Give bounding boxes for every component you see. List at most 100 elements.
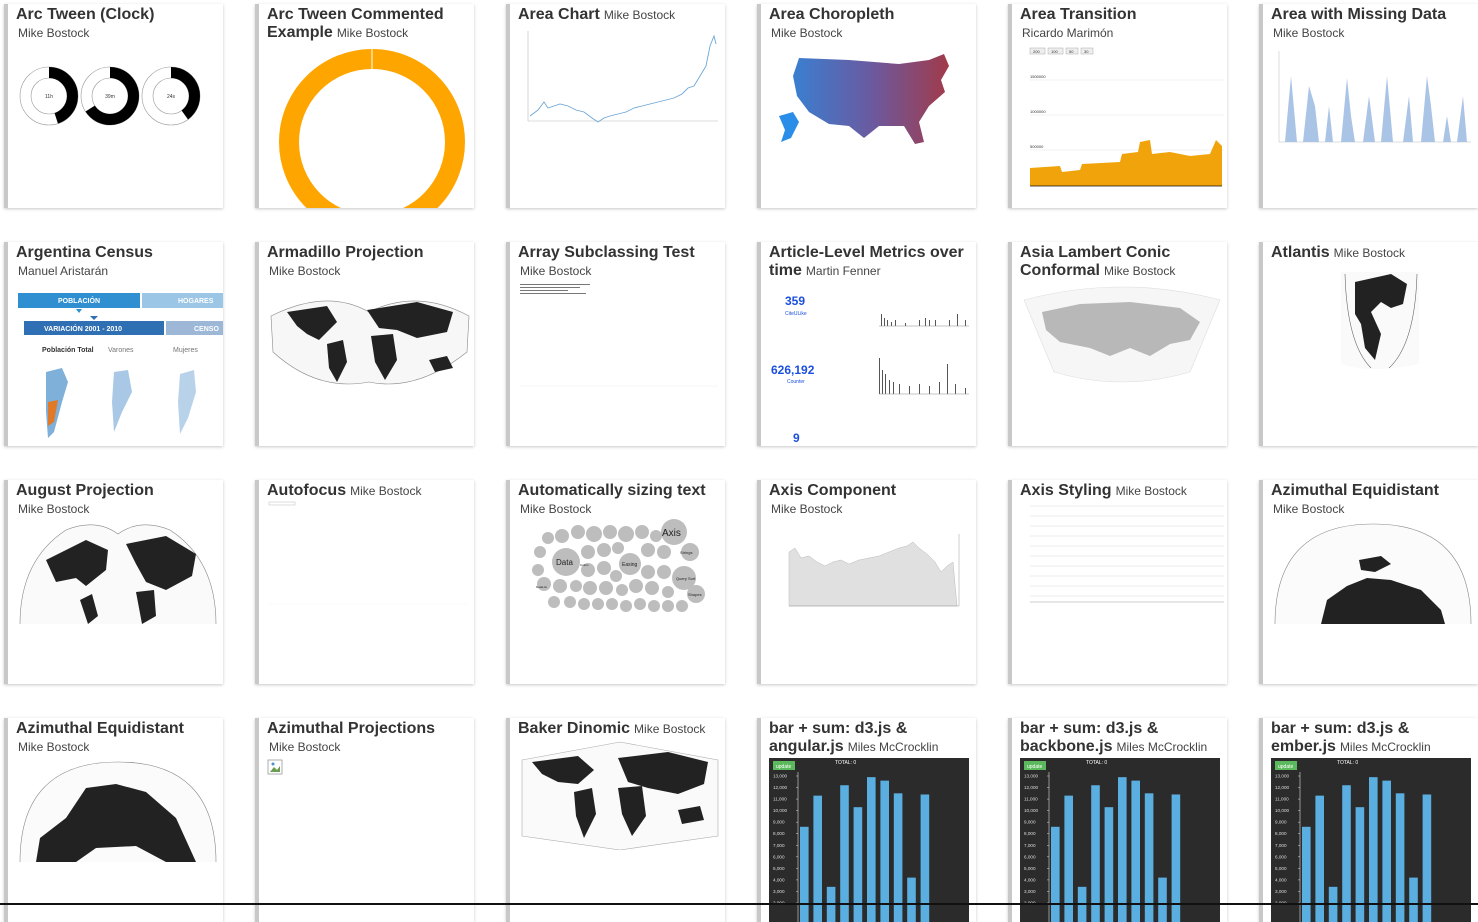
card-thumbnail[interactable]: 200 100 50 30 1500000 1000000 500000 0 (1020, 46, 1224, 196)
bar[interactable] (893, 793, 903, 922)
card-thumbnail[interactable]: Axis Data Strings Easing Query Sort Shap… (518, 518, 722, 628)
gallery-card[interactable]: Azimuthal Equidistant Mike Bostock (1259, 480, 1478, 684)
card-author[interactable]: Mike Bostock (1333, 246, 1406, 260)
card-title[interactable]: Autofocus (267, 482, 347, 499)
gallery-card[interactable]: Argentina Census Manuel Aristarán POBLACI… (4, 242, 223, 446)
gallery-card[interactable]: Axis Component Mike Bostock (757, 480, 976, 684)
card-title[interactable]: August Projection (16, 482, 154, 499)
card-title[interactable]: Azimuthal Equidistant (1271, 482, 1439, 499)
card-thumbnail[interactable] (1271, 264, 1475, 374)
card-author[interactable]: Mike Bostock (634, 722, 706, 736)
card-author[interactable]: Mike Bostock (1115, 484, 1187, 498)
card-author[interactable]: Miles McCrocklin (1339, 740, 1431, 754)
card-title[interactable]: Automatically sizing text (518, 482, 706, 499)
card-title[interactable]: Area Transition (1020, 6, 1137, 23)
card-thumbnail[interactable]: 359 CiteULike 626,192 Counter 9 (769, 290, 973, 446)
card-title[interactable]: Array Subclassing Test (518, 244, 695, 261)
card-title[interactable]: Axis Styling (1020, 482, 1112, 499)
range-button[interactable]: 200 (1033, 49, 1040, 54)
card-thumbnail[interactable] (518, 26, 722, 136)
gallery-card[interactable]: Arc Tween (Clock) Mike Bostock 11h 39m 24… (4, 4, 223, 208)
bar[interactable] (1131, 780, 1140, 922)
card-thumbnail[interactable] (769, 522, 973, 632)
card-author[interactable]: Martin Fenner (805, 264, 881, 278)
gallery-card[interactable]: bar + sum: d3.js & angular.js Miles McCro… (757, 718, 976, 922)
card-thumbnail[interactable] (518, 282, 722, 392)
card-author[interactable]: Mike Bostock (771, 26, 843, 40)
gallery-card[interactable]: Article-Level Metrics over time Martin Fe… (757, 242, 976, 446)
card-thumbnail[interactable]: update TOTAL: 0 13,000 12,000 11,000 10,000 9,… (1271, 758, 1475, 922)
card-title[interactable]: Atlantis (1271, 244, 1330, 261)
gallery-card[interactable]: Atlantis Mike Bostock (1259, 242, 1478, 446)
card-thumbnail[interactable] (769, 46, 973, 156)
card-title[interactable]: Azimuthal Equidistant (16, 720, 184, 737)
gallery-card[interactable]: Arc Tween Commented Example Mike Bostock (255, 4, 474, 208)
bar[interactable] (853, 807, 863, 922)
card-thumbnail[interactable] (1020, 282, 1224, 392)
card-thumbnail[interactable] (267, 500, 471, 610)
gallery-card[interactable]: bar + sum: d3.js & backbone.js Miles McCr… (1008, 718, 1227, 922)
card-author[interactable]: Mike Bostock (336, 26, 409, 40)
card-thumbnail[interactable] (267, 758, 471, 778)
card-author[interactable]: Mike Bostock (771, 502, 843, 516)
bar[interactable] (1342, 785, 1351, 922)
gallery-card[interactable]: Automatically sizing text Mike Bostock Ax… (506, 480, 725, 684)
bar[interactable] (1315, 795, 1324, 922)
card-thumbnail[interactable] (267, 282, 471, 392)
card-thumbnail[interactable]: update TOTAL: 0 13,000 12,000 11,000 10,000 9,… (769, 758, 973, 922)
gallery-card[interactable]: Area Chart Mike Bostock (506, 4, 725, 208)
card-title[interactable]: bar + sum: d3.js & ember.js (1271, 720, 1410, 755)
card-author[interactable]: Manuel Aristarán (18, 264, 109, 278)
card-title[interactable]: Armadillo Projection (267, 244, 424, 261)
card-title[interactable]: Asia Lambert Conic Conformal (1020, 244, 1171, 279)
gallery-card[interactable]: Asia Lambert Conic Conformal Mike Bostock (1008, 242, 1227, 446)
card-title[interactable]: bar + sum: d3.js & angular.js (769, 720, 908, 755)
bar[interactable] (1051, 826, 1060, 922)
bar[interactable] (1395, 793, 1405, 922)
card-author[interactable]: Mike Bostock (1104, 264, 1176, 278)
bar[interactable] (880, 780, 889, 922)
card-thumbnail[interactable] (1271, 46, 1475, 156)
tab-hogares[interactable]: HOGARES (178, 298, 214, 305)
card-author[interactable]: Mike Bostock (520, 502, 592, 516)
card-author[interactable]: Mike Bostock (603, 8, 676, 22)
card-thumbnail[interactable]: 11h 39m 24s (18, 64, 222, 208)
bar[interactable] (1409, 877, 1418, 922)
bar[interactable] (1158, 877, 1167, 922)
tab-variacion[interactable]: VARIACIÓN 2001 - 2010 (44, 324, 122, 333)
card-author[interactable]: Mike Bostock (18, 502, 90, 516)
card-title[interactable]: Arc Tween Commented Example (267, 6, 444, 41)
card-thumbnail[interactable] (1020, 502, 1224, 612)
card-thumbnail[interactable]: POBLACIÓN HOGARES VARIACIÓN 2001 - 2010 … (18, 292, 223, 446)
gallery-card[interactable]: Array Subclassing Test Mike Bostock (506, 242, 725, 446)
update-button-bg[interactable] (773, 761, 795, 770)
card-thumbnail[interactable] (1271, 520, 1475, 630)
card-author[interactable]: Mike Bostock (520, 264, 592, 278)
range-button[interactable]: 30 (1084, 49, 1089, 54)
card-author[interactable]: Mike Bostock (18, 740, 90, 754)
card-title[interactable]: Baker Dinomic (518, 720, 631, 737)
card-title[interactable]: Axis Component (769, 482, 897, 499)
bar[interactable] (1422, 794, 1432, 922)
card-author[interactable]: Miles McCrocklin (847, 740, 939, 754)
gallery-card[interactable]: Armadillo Projection Mike Bostock (255, 242, 474, 446)
card-author[interactable]: Mike Bostock (269, 264, 341, 278)
card-author[interactable]: Mike Bostock (1273, 26, 1345, 40)
card-thumbnail[interactable]: update TOTAL: 0 13,000 12,000 11,000 10,000 9,… (1020, 758, 1224, 922)
gallery-card[interactable]: August Projection Mike Bostock (4, 480, 223, 684)
card-author[interactable]: Mike Bostock (18, 26, 90, 40)
bar[interactable] (1064, 795, 1073, 922)
bar[interactable] (1369, 777, 1378, 922)
bar[interactable] (1091, 785, 1100, 922)
gallery-card[interactable]: Autofocus Mike Bostock (255, 480, 474, 684)
update-button[interactable]: update (1278, 764, 1294, 770)
bar[interactable] (1144, 793, 1154, 922)
tab-censo[interactable]: CENSO (194, 326, 219, 333)
card-author[interactable]: Miles McCrocklin (1116, 740, 1208, 754)
gallery-card[interactable]: Azimuthal Projections Mike Bostock (255, 718, 474, 922)
card-thumbnail[interactable] (269, 44, 473, 208)
gallery-card[interactable]: Baker Dinomic Mike Bostock (506, 718, 725, 922)
bar[interactable] (1118, 777, 1127, 922)
card-title[interactable]: Article-Level Metrics over time (769, 244, 964, 279)
card-author[interactable]: Mike Bostock (350, 484, 422, 498)
